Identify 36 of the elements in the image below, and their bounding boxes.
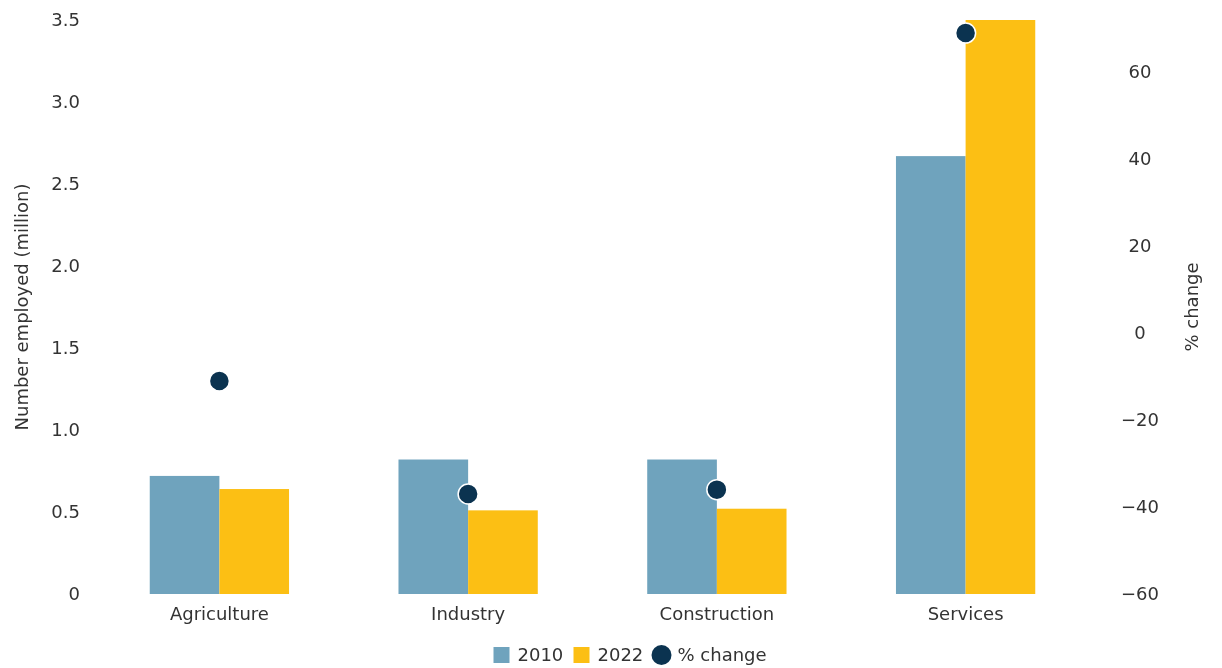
y-tick-label: 1.0 bbox=[51, 419, 80, 441]
bar bbox=[398, 459, 469, 594]
y2-axis-title: % change bbox=[1181, 262, 1202, 352]
y2-tick-label: −40 bbox=[1121, 496, 1159, 518]
point bbox=[954, 22, 977, 44]
y2-tick-label: 20 bbox=[1128, 235, 1152, 257]
x-tick-label: Construction bbox=[659, 603, 775, 624]
legend-label: 2022 bbox=[597, 644, 644, 666]
point bbox=[706, 478, 728, 501]
x-tick-label: Industry bbox=[431, 603, 506, 624]
y2-tick-label: 0 bbox=[1134, 322, 1146, 344]
point bbox=[457, 483, 479, 505]
y-tick-label: 0 bbox=[68, 583, 80, 605]
y-tick-label: 3.0 bbox=[51, 91, 80, 113]
y2-tick-label: −60 bbox=[1121, 583, 1159, 605]
bar bbox=[716, 508, 787, 594]
y-axis-title: Number employed (million) bbox=[11, 183, 32, 431]
bar bbox=[219, 489, 290, 594]
y-tick-label: 0.5 bbox=[51, 501, 80, 523]
bar bbox=[895, 156, 966, 594]
bar bbox=[965, 20, 1036, 594]
y-tick-label: 3.5 bbox=[51, 9, 80, 31]
y2-tick-label: 60 bbox=[1128, 61, 1152, 83]
bar bbox=[647, 459, 717, 594]
bar bbox=[149, 475, 220, 594]
y-tick-label: 1.5 bbox=[51, 337, 80, 359]
x-tick-label: Services bbox=[927, 603, 1004, 624]
y2-tick-label: 40 bbox=[1128, 148, 1152, 170]
bar bbox=[468, 510, 538, 594]
y2-tick-label: −20 bbox=[1121, 409, 1159, 431]
x-tick-label: Agriculture bbox=[169, 603, 269, 624]
point bbox=[208, 370, 231, 392]
y-tick-label: 2.5 bbox=[51, 173, 80, 195]
legend-label: % change bbox=[677, 644, 767, 666]
legend-label: 2010 bbox=[517, 644, 564, 666]
y-tick-label: 2.0 bbox=[51, 255, 80, 277]
